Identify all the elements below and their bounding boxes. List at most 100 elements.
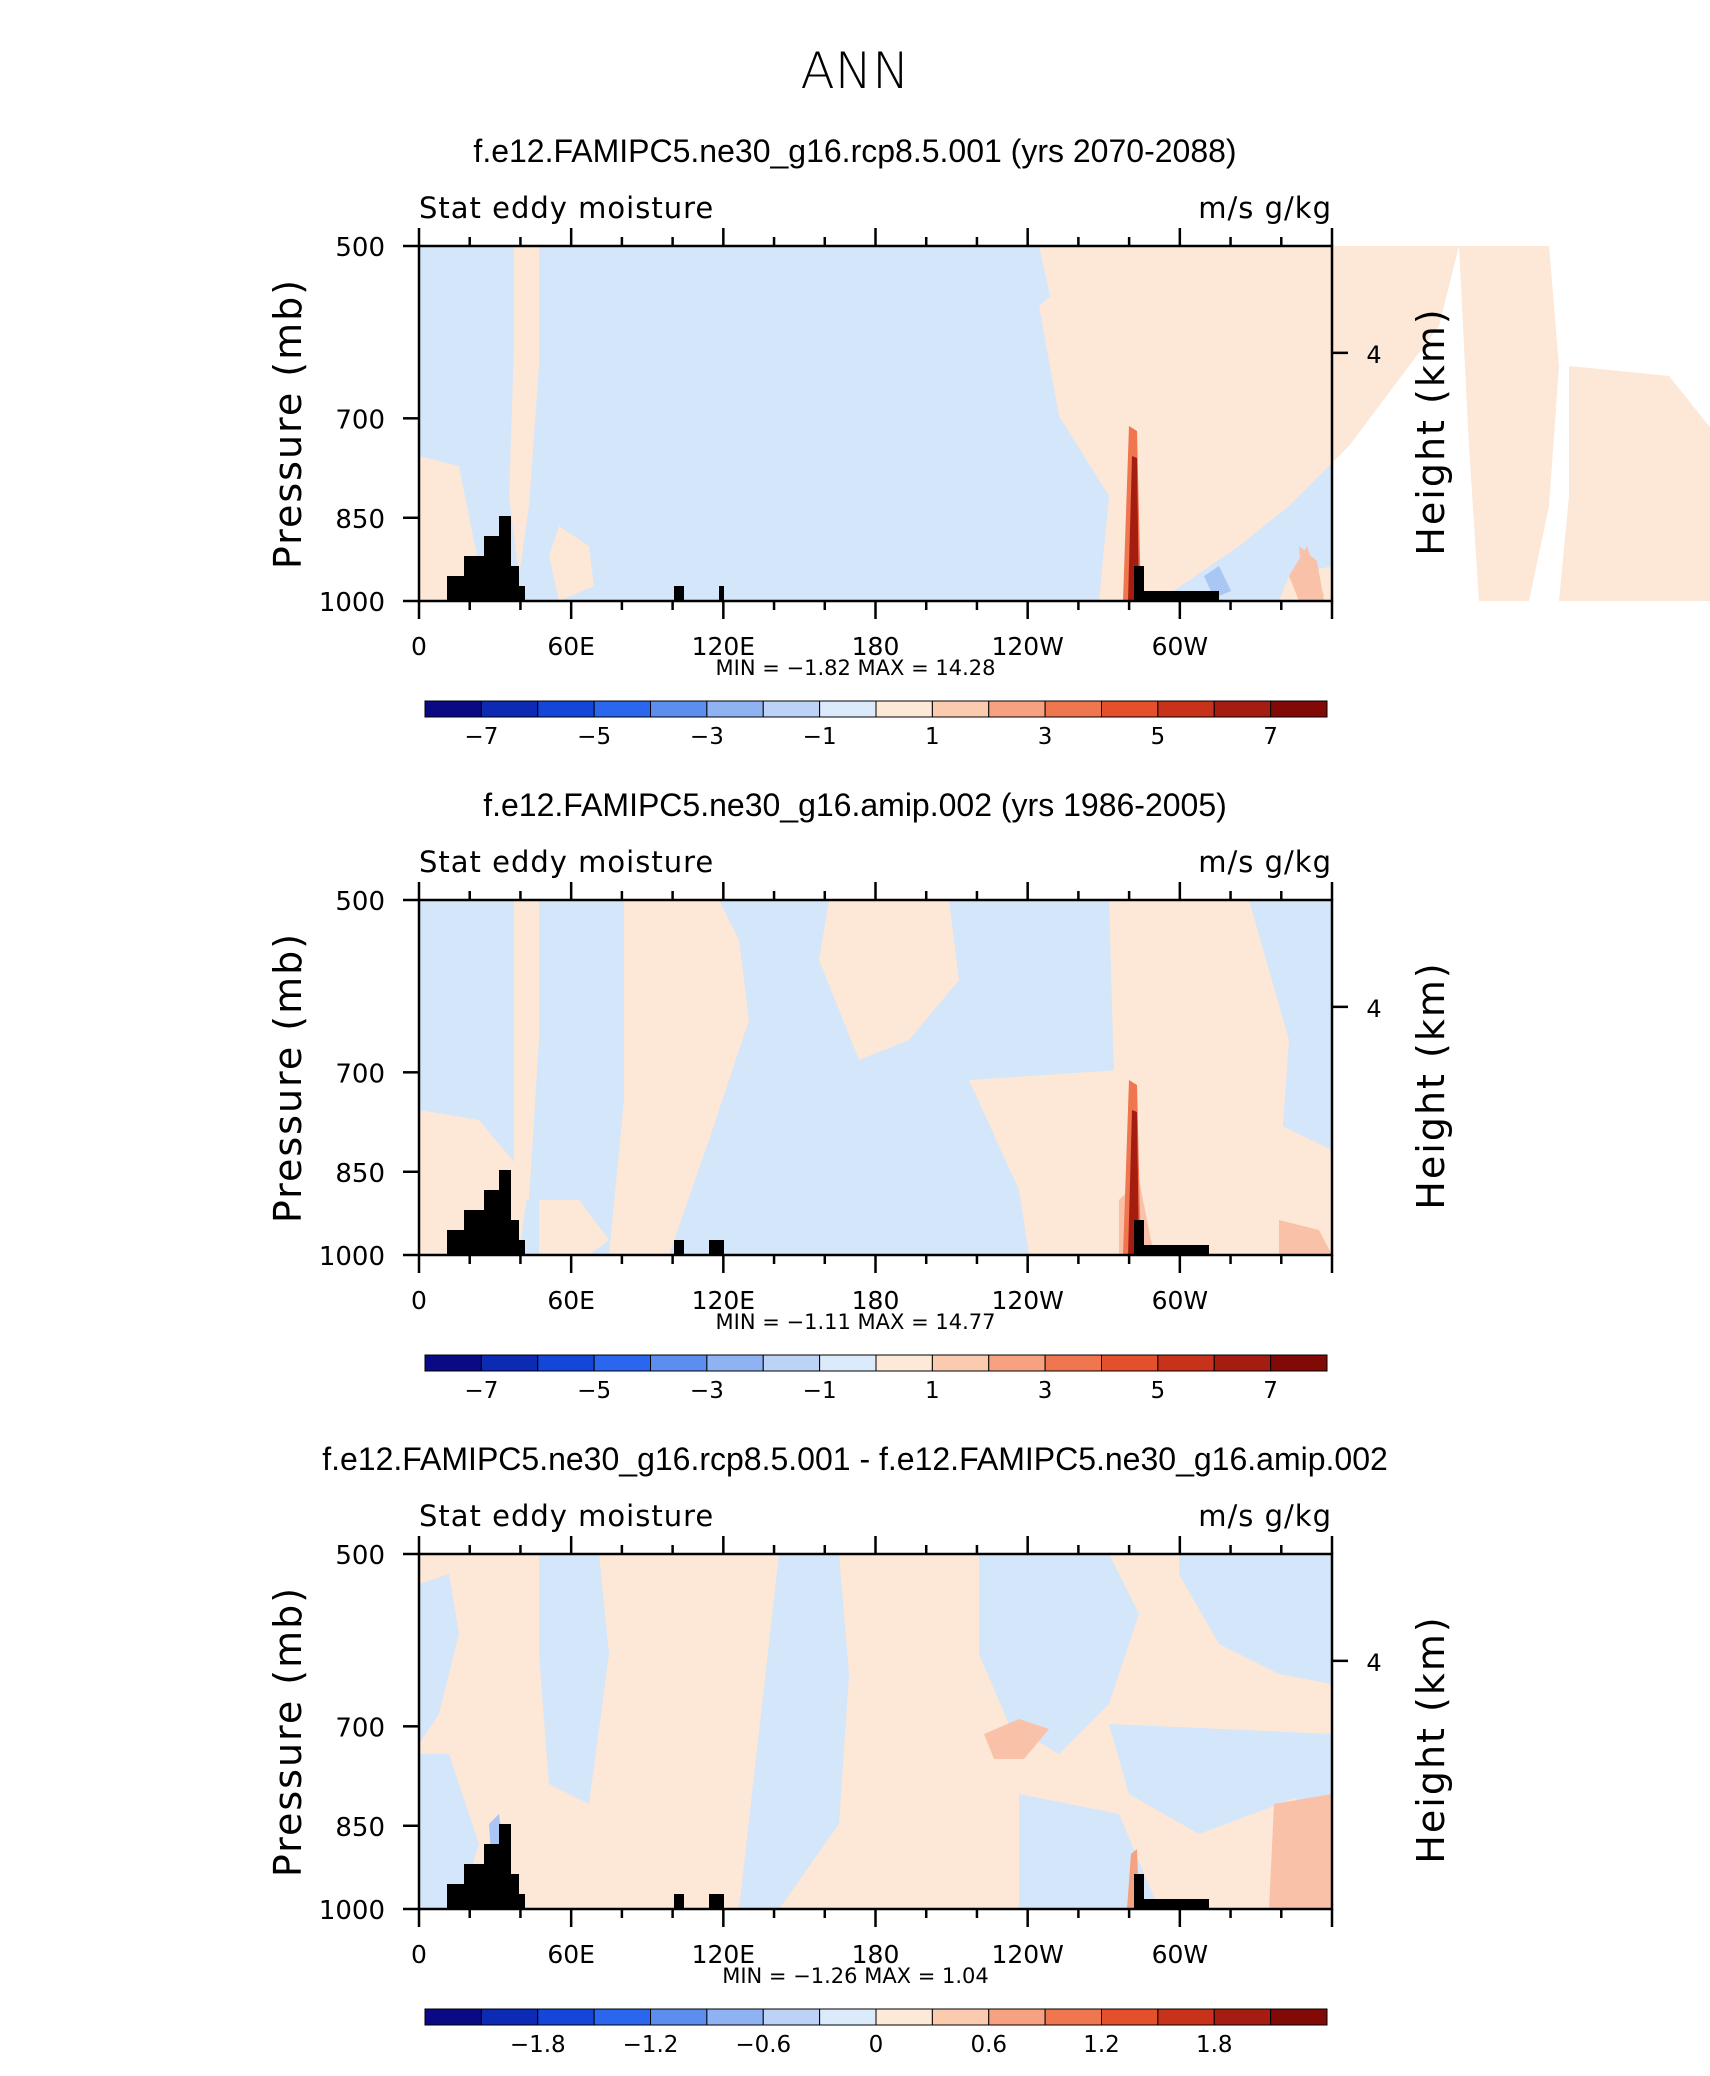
panel-plot: Stat eddy moisture m/s g/kg 500 700 850 1000 4… [266,1499,1453,2058]
topography-bar [519,586,525,601]
colorbar-label: 1 [925,724,940,750]
colorbar-label: 0.6 [970,2032,1007,2058]
panel-title: f.e12.FAMIPC5.ne30_g16.rcp8.5.001 (yrs 2… [473,133,1237,169]
colorbar-swatch [762,2008,821,2026]
topography-bar [519,1894,525,1909]
panel-plot: Stat eddy moisture m/s g/kg 500 700 850 1000 4… [266,191,1710,750]
contour-region [979,1554,1139,1754]
x-tick-label: 60E [547,1286,595,1315]
colorbar-swatch [593,700,651,718]
topography-bar [719,586,724,601]
colorbar-swatch [1157,2008,1215,2026]
colorbar-swatch [480,1354,539,1372]
colorbar-label: −1 [803,724,837,750]
topography-bar [1134,591,1209,601]
colorbar-label: 1.2 [1083,2032,1120,2058]
right-label: m/s g/kg [1198,191,1332,225]
contour-region [1109,900,1289,1255]
colorbar-swatch [819,700,877,718]
y-tick-label: 1000 [319,588,385,618]
left-label: Stat eddy moisture [419,191,714,225]
y-tick-label: 1000 [319,1242,385,1272]
topography-bar [511,1220,519,1255]
topography-bar [447,1884,464,1909]
y-axis-title-right: Height (km) [1409,961,1453,1209]
colorbar-label: −0.6 [735,2032,791,2058]
contour-region [509,246,539,576]
colorbar-label: 5 [1151,724,1166,750]
topography-bar [674,1894,684,1909]
topography-bar [674,586,684,601]
colorbar-swatch [537,1354,595,1372]
colorbar-swatch [1270,1354,1328,1372]
colorbar-swatch [1044,700,1102,718]
topography-bar [511,566,519,601]
main-title: ANN [800,42,910,100]
right-label: m/s g/kg [1198,1499,1332,1533]
colorbar-swatch [706,2008,764,2026]
topography-bar [1134,1220,1144,1255]
panel-title: f.e12.FAMIPC5.ne30_g16.rcp8.5.001 - f.e1… [322,1441,1388,1477]
topography-bar [499,1824,511,1909]
topography-bar [519,1240,525,1255]
contour-region [739,1554,849,1909]
x-tick-label: 120W [991,1940,1063,1969]
panel-2: f.e12.FAMIPC5.ne30_g16.amip.002 (yrs 198… [0,772,1710,1422]
colorbar-swatch [480,700,539,718]
topography-bar [484,1190,499,1255]
y-tick-label: 850 [335,1813,385,1843]
panel-3: f.e12.FAMIPC5.ne30_g16.rcp8.5.001 - f.e1… [0,1426,1710,2076]
contour-region [1204,566,1231,598]
min-max-text: MIN = −1.82 MAX = 14.28 [716,656,996,680]
colorbar-label: −1.8 [510,2032,566,2058]
x-tick-label: 60W [1152,632,1209,661]
y-axis-title-right: Height (km) [1409,307,1453,555]
contour-peak-core [1128,1110,1139,1255]
colorbar-swatch [1044,2008,1102,2026]
topography-bar [709,1240,724,1255]
topography-bar [1209,591,1219,601]
y-tick-label: 1000 [319,1896,385,1926]
x-tick-label: 180 [852,1286,900,1315]
contour-region [1039,246,1459,601]
contour-region [1279,1220,1332,1255]
contour-region [1559,366,1710,601]
x-tick-label: 180 [852,632,900,661]
colorbar-swatch [537,2008,595,2026]
contour-region [549,526,594,601]
colorbar-swatch [1270,2008,1328,2026]
colorbar-swatch [1101,700,1159,718]
panel-plot: Stat eddy moisture m/s g/kg 500 700 850 1000 4… [266,845,1453,1404]
contour-region [539,1554,609,1804]
colorbar-swatch [1213,1354,1272,1372]
contour-region [1019,1794,1159,1909]
colorbar-swatch [1157,1354,1215,1372]
colorbar-label: 3 [1038,1378,1053,1404]
y-tick-label: 700 [335,405,385,435]
contour-region [1269,1794,1332,1909]
colorbar-label: −5 [577,724,611,750]
contour-peak-core [1128,456,1139,601]
colorbar-swatch [1101,1354,1159,1372]
y-tick-label: 500 [335,1541,385,1571]
topography-bar [447,1230,464,1255]
min-max-text: MIN = −1.26 MAX = 1.04 [722,1964,989,1988]
colorbar-swatch [424,1354,482,1372]
colorbar-swatch [931,2008,990,2026]
right-tick-label: 4 [1366,1649,1381,1677]
topography-bar [484,1844,499,1909]
topography-bar [1134,1874,1144,1909]
colorbar-swatch [706,700,764,718]
colorbar-swatch [650,2008,708,2026]
colorbar-swatch [1044,1354,1102,1372]
colorbar-swatch [424,2008,482,2026]
left-label: Stat eddy moisture [419,1499,714,1533]
x-tick-label: 120E [692,1940,756,1969]
x-tick-label: 180 [852,1940,900,1969]
x-tick-label: 120E [692,632,756,661]
x-tick-label: 120W [991,1286,1063,1315]
colorbar-swatch [1101,2008,1159,2026]
colorbar-label: 3 [1038,724,1053,750]
contour-region [1459,246,1559,601]
y-axis-title: Pressure (mb) [266,1586,310,1877]
